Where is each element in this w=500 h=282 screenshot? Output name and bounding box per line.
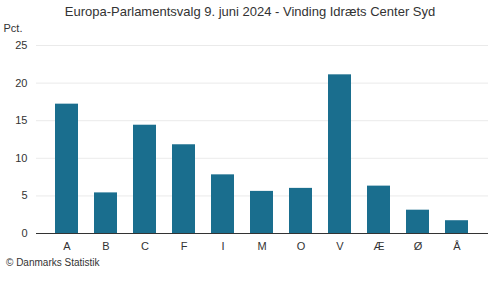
svg-text:Ø: Ø: [414, 240, 423, 252]
svg-text:20: 20: [15, 77, 27, 89]
html-text:© Danmarks Statistik: © Danmarks Statistik: [6, 257, 100, 268]
svg-text:Å: Å: [453, 240, 461, 252]
svg-text:Pct.: Pct.: [4, 22, 23, 34]
html-text:Europa-Parlamentsvalg 9. juni: Europa-Parlamentsvalg 9. juni 2024 - Vin…: [64, 4, 436, 19]
svg-text:5: 5: [21, 189, 27, 201]
svg-text:Æ: Æ: [374, 240, 385, 252]
svg-text:V: V: [336, 240, 344, 252]
svg-text:I: I: [221, 240, 224, 252]
svg-text:F: F: [181, 240, 188, 252]
svg-text:A: A: [63, 240, 71, 252]
svg-text:B: B: [102, 240, 109, 252]
svg-text:0: 0: [21, 227, 27, 239]
svg-text:M: M: [257, 240, 266, 252]
svg-text:15: 15: [15, 114, 27, 126]
svg-text:25: 25: [15, 39, 27, 51]
svg-text:10: 10: [15, 152, 27, 164]
svg-text:O: O: [297, 240, 306, 252]
svg-text:C: C: [141, 240, 149, 252]
